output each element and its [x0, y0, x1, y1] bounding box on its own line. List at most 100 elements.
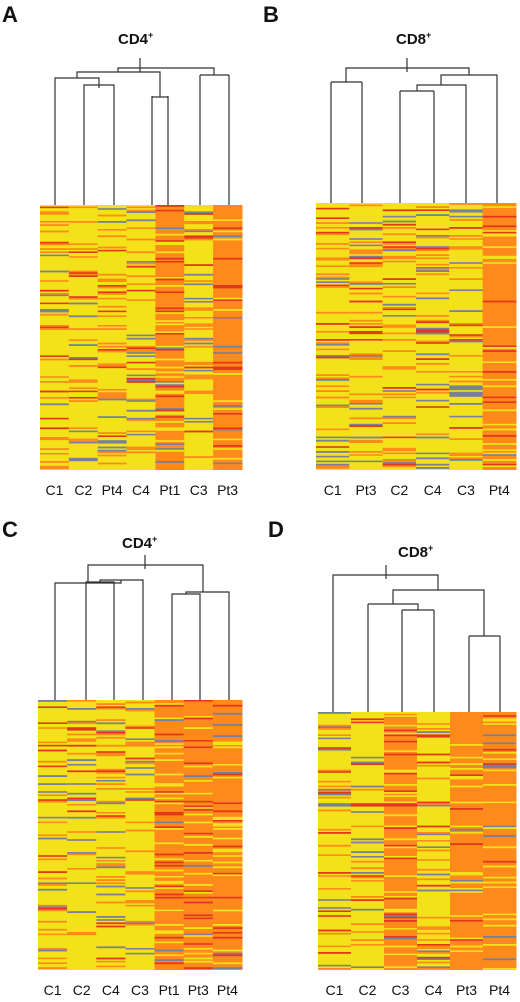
panel-c-heat-cell — [67, 868, 97, 870]
panel-c-heat-cell — [125, 949, 156, 952]
panel-a-heat-cell — [126, 366, 156, 369]
panel-a-title-sup: + — [148, 30, 153, 40]
panel-c-heat-cell — [212, 765, 243, 768]
panel-c-heat-cell — [154, 864, 185, 867]
panel-c-heat-cell — [96, 754, 126, 757]
panel-d-heat-cell — [417, 876, 451, 879]
panel-a-heat-cell — [184, 371, 214, 374]
panel-a-heat-cell — [213, 286, 243, 289]
panel-d-heat-cell — [417, 796, 451, 799]
panel-a-heat-cell — [213, 451, 243, 454]
panel-c-heat-cell — [125, 717, 156, 720]
panel-d-heat-cell — [318, 758, 352, 761]
panel-b-heat-cell — [416, 332, 450, 335]
panel-c: C CD4+ C1 C2 C4 C3 Pt1 Pt3 Pt4 — [2, 517, 243, 998]
panel-d-heat-column — [417, 712, 451, 970]
panel-b-heat-cell — [316, 219, 350, 221]
panel-d-heat-cell — [483, 812, 517, 815]
panel-c-heat-cell — [154, 904, 185, 907]
panel-a-heat-cell — [155, 449, 185, 452]
panel-b-heat-cell — [449, 340, 484, 343]
panel-c-heat-cell — [183, 741, 214, 744]
panel-d-heat-cell — [351, 737, 385, 740]
panel-c-heat-cell — [154, 794, 185, 797]
panel-c-heat-cell — [125, 861, 156, 864]
panel-a-heat-cell — [40, 419, 70, 422]
panel-c-heat-cell — [96, 743, 126, 745]
panel-c-heat-cell — [183, 800, 214, 803]
panel-b-heat-cell — [316, 339, 350, 341]
panel-b-heat-cell — [382, 367, 417, 370]
panel-b-heat-cell — [482, 308, 517, 311]
panel-c-heat-cell — [212, 845, 243, 848]
panel-a-heat-cell — [213, 414, 243, 417]
panel-b-heat-cell — [482, 428, 517, 431]
panel-b-heat-cell — [449, 209, 484, 212]
panel-d-heat-cell — [351, 723, 385, 725]
panel-b-heat-cell — [416, 439, 450, 442]
panel-c-heat-cell — [96, 864, 126, 867]
panel-c-heat-cell — [67, 776, 97, 779]
panel-b-heat-cell — [382, 289, 417, 292]
panel-b-heat-cell — [416, 212, 450, 215]
panel-b-heat-cell — [349, 462, 384, 464]
panel-a-heat-cell — [126, 432, 156, 434]
panel-d-heat-cell — [483, 824, 517, 826]
panel-a-heat-cell — [155, 243, 185, 246]
panel-d-heat-cell — [351, 793, 385, 796]
panel-a-heat-cell — [126, 289, 156, 292]
panel-d-heat-cell — [450, 881, 484, 884]
panel-c-heat-cell — [125, 919, 156, 921]
panel-d-heat-cell — [384, 859, 418, 861]
panel-a-heat-cell — [40, 206, 70, 209]
panel-a-heat-cell — [97, 419, 128, 422]
panel-a-heat-cell — [40, 296, 70, 298]
panel-b-heat-cell — [449, 291, 484, 293]
panel-b-heat-cell — [482, 326, 517, 328]
panel-d-heat-cell — [318, 899, 352, 901]
panel-a-title: CD4+ — [118, 30, 153, 48]
panel-d-heat-cell — [483, 939, 517, 941]
panel-b-heat-cell — [449, 427, 484, 429]
panel-a-heat-cell — [184, 273, 214, 276]
panel-d-heat-cell — [351, 728, 385, 730]
panel-a-heat-cell — [97, 243, 128, 246]
panel-a-heat-cell — [155, 217, 185, 220]
panel-d-heat-cell — [318, 761, 352, 764]
panel-c-heat-cell — [125, 850, 156, 853]
panel-d-heat-cell — [417, 883, 451, 885]
panel-a-heat-cell — [68, 405, 99, 407]
panel-a-heat-cell — [184, 283, 214, 286]
panel-d-heat-cell — [483, 729, 517, 732]
panel-b-heat-cell — [316, 238, 350, 240]
panel-a-heat-cell — [97, 422, 128, 425]
panel-d-heat-cell — [450, 846, 484, 849]
panel-c-heat-cell — [125, 741, 156, 744]
panel-b-heat-cell — [416, 452, 450, 455]
panel-a-heat-cell — [213, 313, 243, 316]
panel-d-heat-cell — [450, 876, 484, 879]
panel-c-heat-cell — [67, 765, 97, 768]
panel-b-heat-cell — [482, 225, 517, 228]
panel-d-heat-cell — [318, 788, 352, 791]
panel-b-heat-cell — [416, 263, 450, 266]
panel-d-heat-cell — [318, 728, 352, 730]
panel-a-heat-cell — [184, 296, 214, 298]
panel-b-heat-cell — [416, 348, 450, 351]
panel-b-heat-column — [482, 203, 517, 470]
panel-c-heat-cell — [38, 797, 68, 800]
panel-a-heat-cell — [184, 304, 214, 306]
panel-d-heat-cell — [384, 734, 418, 737]
panel-d-heat-cell — [450, 945, 484, 948]
panel-b-title: CD8+ — [396, 30, 431, 48]
panel-b-heat-cell — [382, 331, 417, 333]
panel-d-heat-cell — [384, 750, 418, 753]
panel-b-heat-cell — [382, 284, 417, 287]
panel-c-heat-cell — [67, 802, 97, 805]
panel-a-heat-cell — [213, 430, 243, 433]
panel-b-heat-cell — [416, 262, 450, 264]
panel-a-heat-cell — [155, 461, 185, 463]
panel-c-heat-cell — [154, 828, 185, 830]
panel-c-heat-cell — [154, 892, 185, 894]
panel-d-heat-cell — [318, 926, 352, 929]
